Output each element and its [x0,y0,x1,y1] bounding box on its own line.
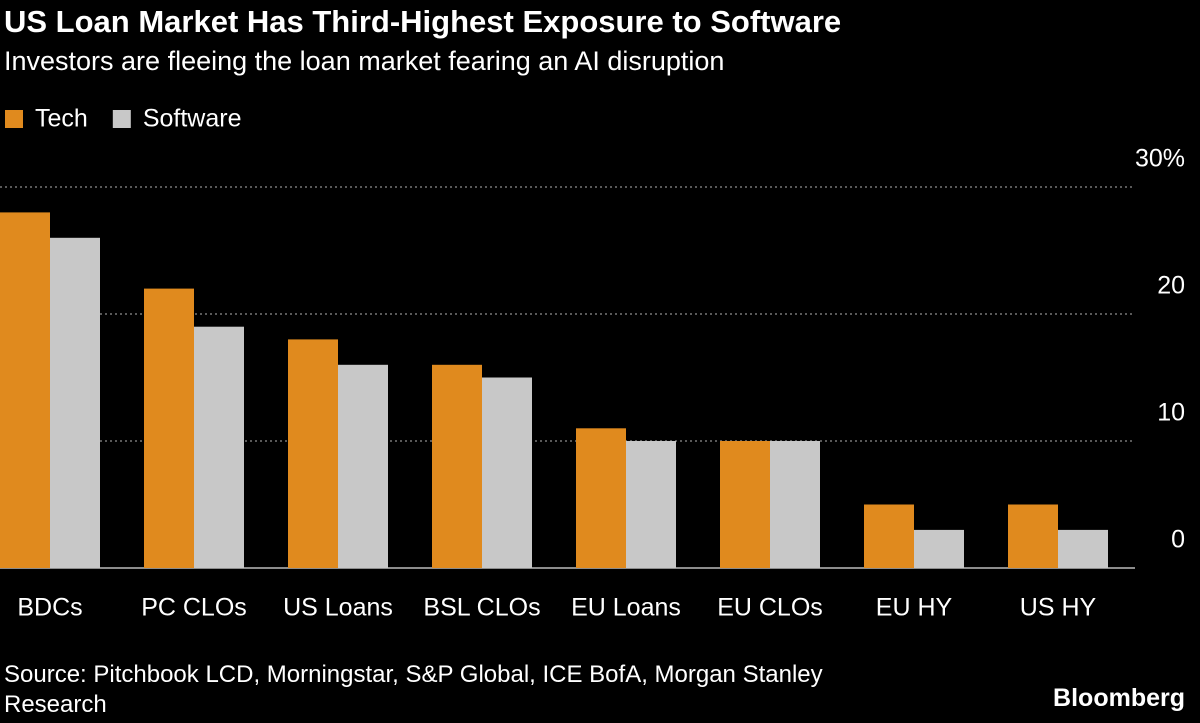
y-tick-label: 20 [1157,272,1185,300]
x-tick-label: EU HY [876,594,953,622]
legend-swatch [112,110,131,128]
y-tick-label: 0 [1171,526,1185,554]
legend-label: Software [143,105,242,133]
x-tick-label: US HY [1020,594,1097,622]
bar [338,364,388,568]
x-tick-label: BSL CLOs [423,594,540,622]
bar [914,529,964,568]
bar [770,441,820,568]
chart-title: US Loan Market Has Third-Highest Exposur… [4,4,842,39]
chart: Tech Software 0 10 20 30% BDCs PC CLOs US Loans B… [0,105,1185,622]
bar [288,339,338,568]
bar [1008,504,1058,568]
bar [432,364,482,568]
x-tick-label: BDCs [17,594,82,622]
bar [720,441,770,568]
x-tick-label: EU Loans [571,594,681,622]
bar [576,428,626,568]
bar [50,237,100,569]
x-tick-label: PC CLOs [141,594,247,622]
source-note: Source: Pitchbook LCD, Morningstar, S&P … [4,661,823,718]
legend-label: Tech [35,105,88,133]
bar [626,441,676,568]
legend-swatch [5,110,23,128]
bar [144,288,194,568]
x-tick-label: EU CLOs [717,594,823,622]
bar [864,504,914,568]
bar [0,212,50,568]
chart-subtitle: Investors are fleeing the loan market fe… [4,46,725,76]
x-tick-label: US Loans [283,594,393,622]
bar [194,326,244,568]
y-tick-label: 10 [1157,399,1185,427]
brand: Bloomberg [1053,684,1185,712]
y-tick-label: 30% [1135,145,1185,173]
bar [482,377,532,568]
bar [1058,529,1108,568]
